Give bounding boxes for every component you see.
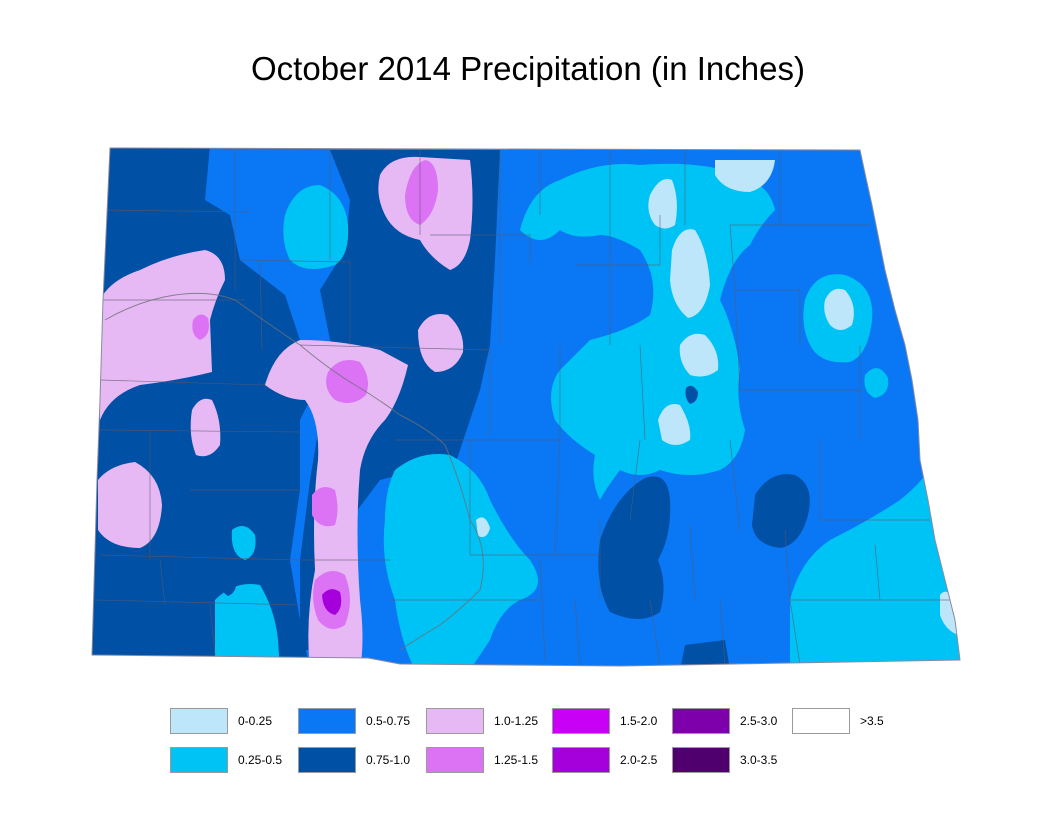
region-0.75-1.0-east-a — [598, 476, 671, 619]
region-0-0.25-f — [658, 404, 691, 445]
region-0.75-1.0-east-b — [752, 474, 810, 548]
region-0.25-0.5-south-central — [383, 454, 538, 666]
region-1.0-1.25-west — [98, 462, 162, 548]
region-0.75-1.0-spot-a — [219, 572, 237, 596]
map-title: October 2014 Precipitation (in Inches) — [251, 50, 805, 87]
river-lines — [104, 292, 484, 651]
region-0-0.25-b — [670, 229, 710, 318]
region-2.0-2.5 — [322, 589, 342, 615]
region-1.25-1.5-nw — [192, 314, 209, 340]
region-0-0.25-c — [715, 160, 775, 192]
region-1.0-1.25-central-round — [418, 314, 464, 372]
region-1.25-1.5-central — [326, 359, 368, 404]
region-1.25-1.5-north — [405, 160, 438, 225]
region-1.0-1.25-northwest — [100, 250, 225, 420]
region-0.25-0.5-southwest — [215, 584, 280, 666]
region-0.25-0.5-southeast — [790, 460, 960, 666]
region-0-0.25-a — [648, 179, 677, 229]
region-0.25-0.5-sw-small — [231, 526, 256, 560]
region-0-0.25-g — [476, 517, 490, 537]
region-0.25-0.5-northeast — [520, 163, 775, 500]
state-outline — [91, 147, 961, 667]
region-1.0-1.25-wc — [190, 398, 221, 457]
region-1.25-1.5-sc-a — [312, 486, 338, 527]
region-0.75-1.0-south — [680, 640, 730, 666]
region-0.25-0.5-east-small — [864, 368, 889, 398]
region-0-0.25-d — [824, 288, 854, 330]
county-boundaries — [94, 150, 950, 666]
region-0.25-0.5-north-central — [283, 185, 349, 269]
region-0-0.25-e — [679, 333, 719, 377]
region-0.75-1.0-spot-b — [685, 385, 698, 404]
